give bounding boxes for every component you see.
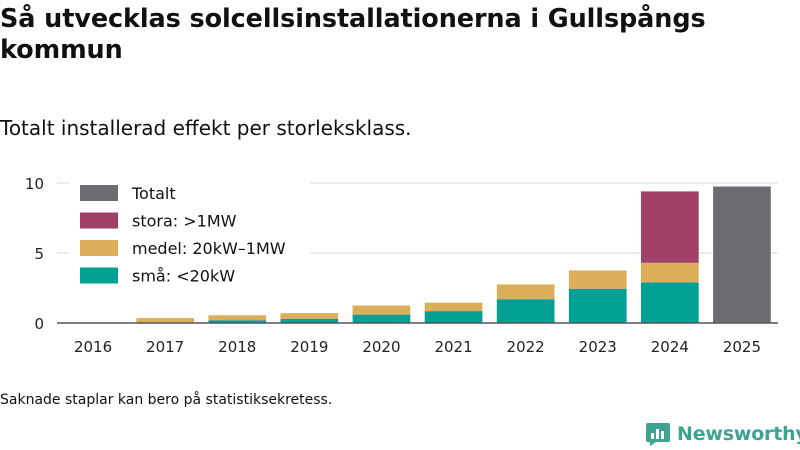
bar-2019: [280, 318, 339, 323]
legend-swatch: [80, 240, 118, 256]
brand-logo[interactable]: Newsworthy: [645, 420, 800, 448]
legend-swatch: [80, 267, 118, 284]
chart-title: Så utvecklas solcellsinstallationerna i …: [0, 4, 706, 65]
bar-2017: [136, 318, 194, 323]
footnote: Saknade staplar kan bero på statistiksek…: [0, 392, 333, 408]
y-tick-label: 10: [25, 175, 44, 193]
x-tick-label: 2017: [146, 338, 184, 356]
bar-2018: [208, 315, 267, 321]
y-tick-label: 5: [34, 245, 44, 263]
bar-2021: [424, 311, 483, 323]
bar-2023: [568, 270, 627, 289]
bar-2024: [641, 191, 699, 263]
y-tick-label: 0: [34, 315, 44, 333]
legend-swatch: [80, 185, 118, 201]
bar-2020: [352, 305, 411, 315]
bar-2022: [496, 299, 555, 323]
bar-2021: [424, 302, 483, 312]
bar-2024: [641, 262, 699, 283]
x-tick-label: 2023: [579, 338, 617, 356]
bar-2023: [568, 288, 627, 323]
legend-label: medel: 20kW–1MW: [132, 239, 286, 258]
x-tick-label: 2019: [290, 338, 328, 356]
x-tick-label: 2021: [434, 338, 472, 356]
brand-name: Newsworthy: [677, 423, 800, 445]
y-tick-labels: 0 5 10: [25, 175, 44, 333]
x-tick-label: 2025: [723, 338, 761, 356]
chart-subtitle: Totalt installerad effekt per storlekskl…: [0, 116, 412, 140]
x-tick-label: 2020: [362, 338, 400, 356]
legend: Totalt stora: >1MW medel: 20kW–1MW små: <20…: [70, 176, 310, 294]
newsworthy-logo-icon: [646, 423, 670, 446]
legend-swatch: [80, 212, 118, 229]
bar-2020: [352, 314, 411, 323]
bar-2025: [713, 186, 771, 323]
bars: [136, 186, 771, 323]
bar-2018: [208, 320, 267, 323]
bar-2024: [641, 282, 699, 323]
x-tick-label: 2016: [74, 338, 112, 356]
x-tick-label: 2018: [218, 338, 256, 356]
legend-label: små: <20kW: [132, 267, 235, 286]
x-tick-labels: 2016 2017 2018 2019 2020 2021 2022 2023 2024 2025: [74, 338, 761, 356]
bar-2022: [496, 284, 555, 300]
bar-2019: [280, 313, 339, 319]
x-tick-label: 2022: [507, 338, 545, 356]
stacked-bar-chart: 0 5 10 2016 2017 2018 2019 2020 2021 2022 2023 202…: [25, 175, 778, 356]
x-tick-label: 2024: [651, 338, 689, 356]
legend-label: Totalt: [131, 184, 176, 203]
legend-label: stora: >1MW: [132, 212, 237, 231]
